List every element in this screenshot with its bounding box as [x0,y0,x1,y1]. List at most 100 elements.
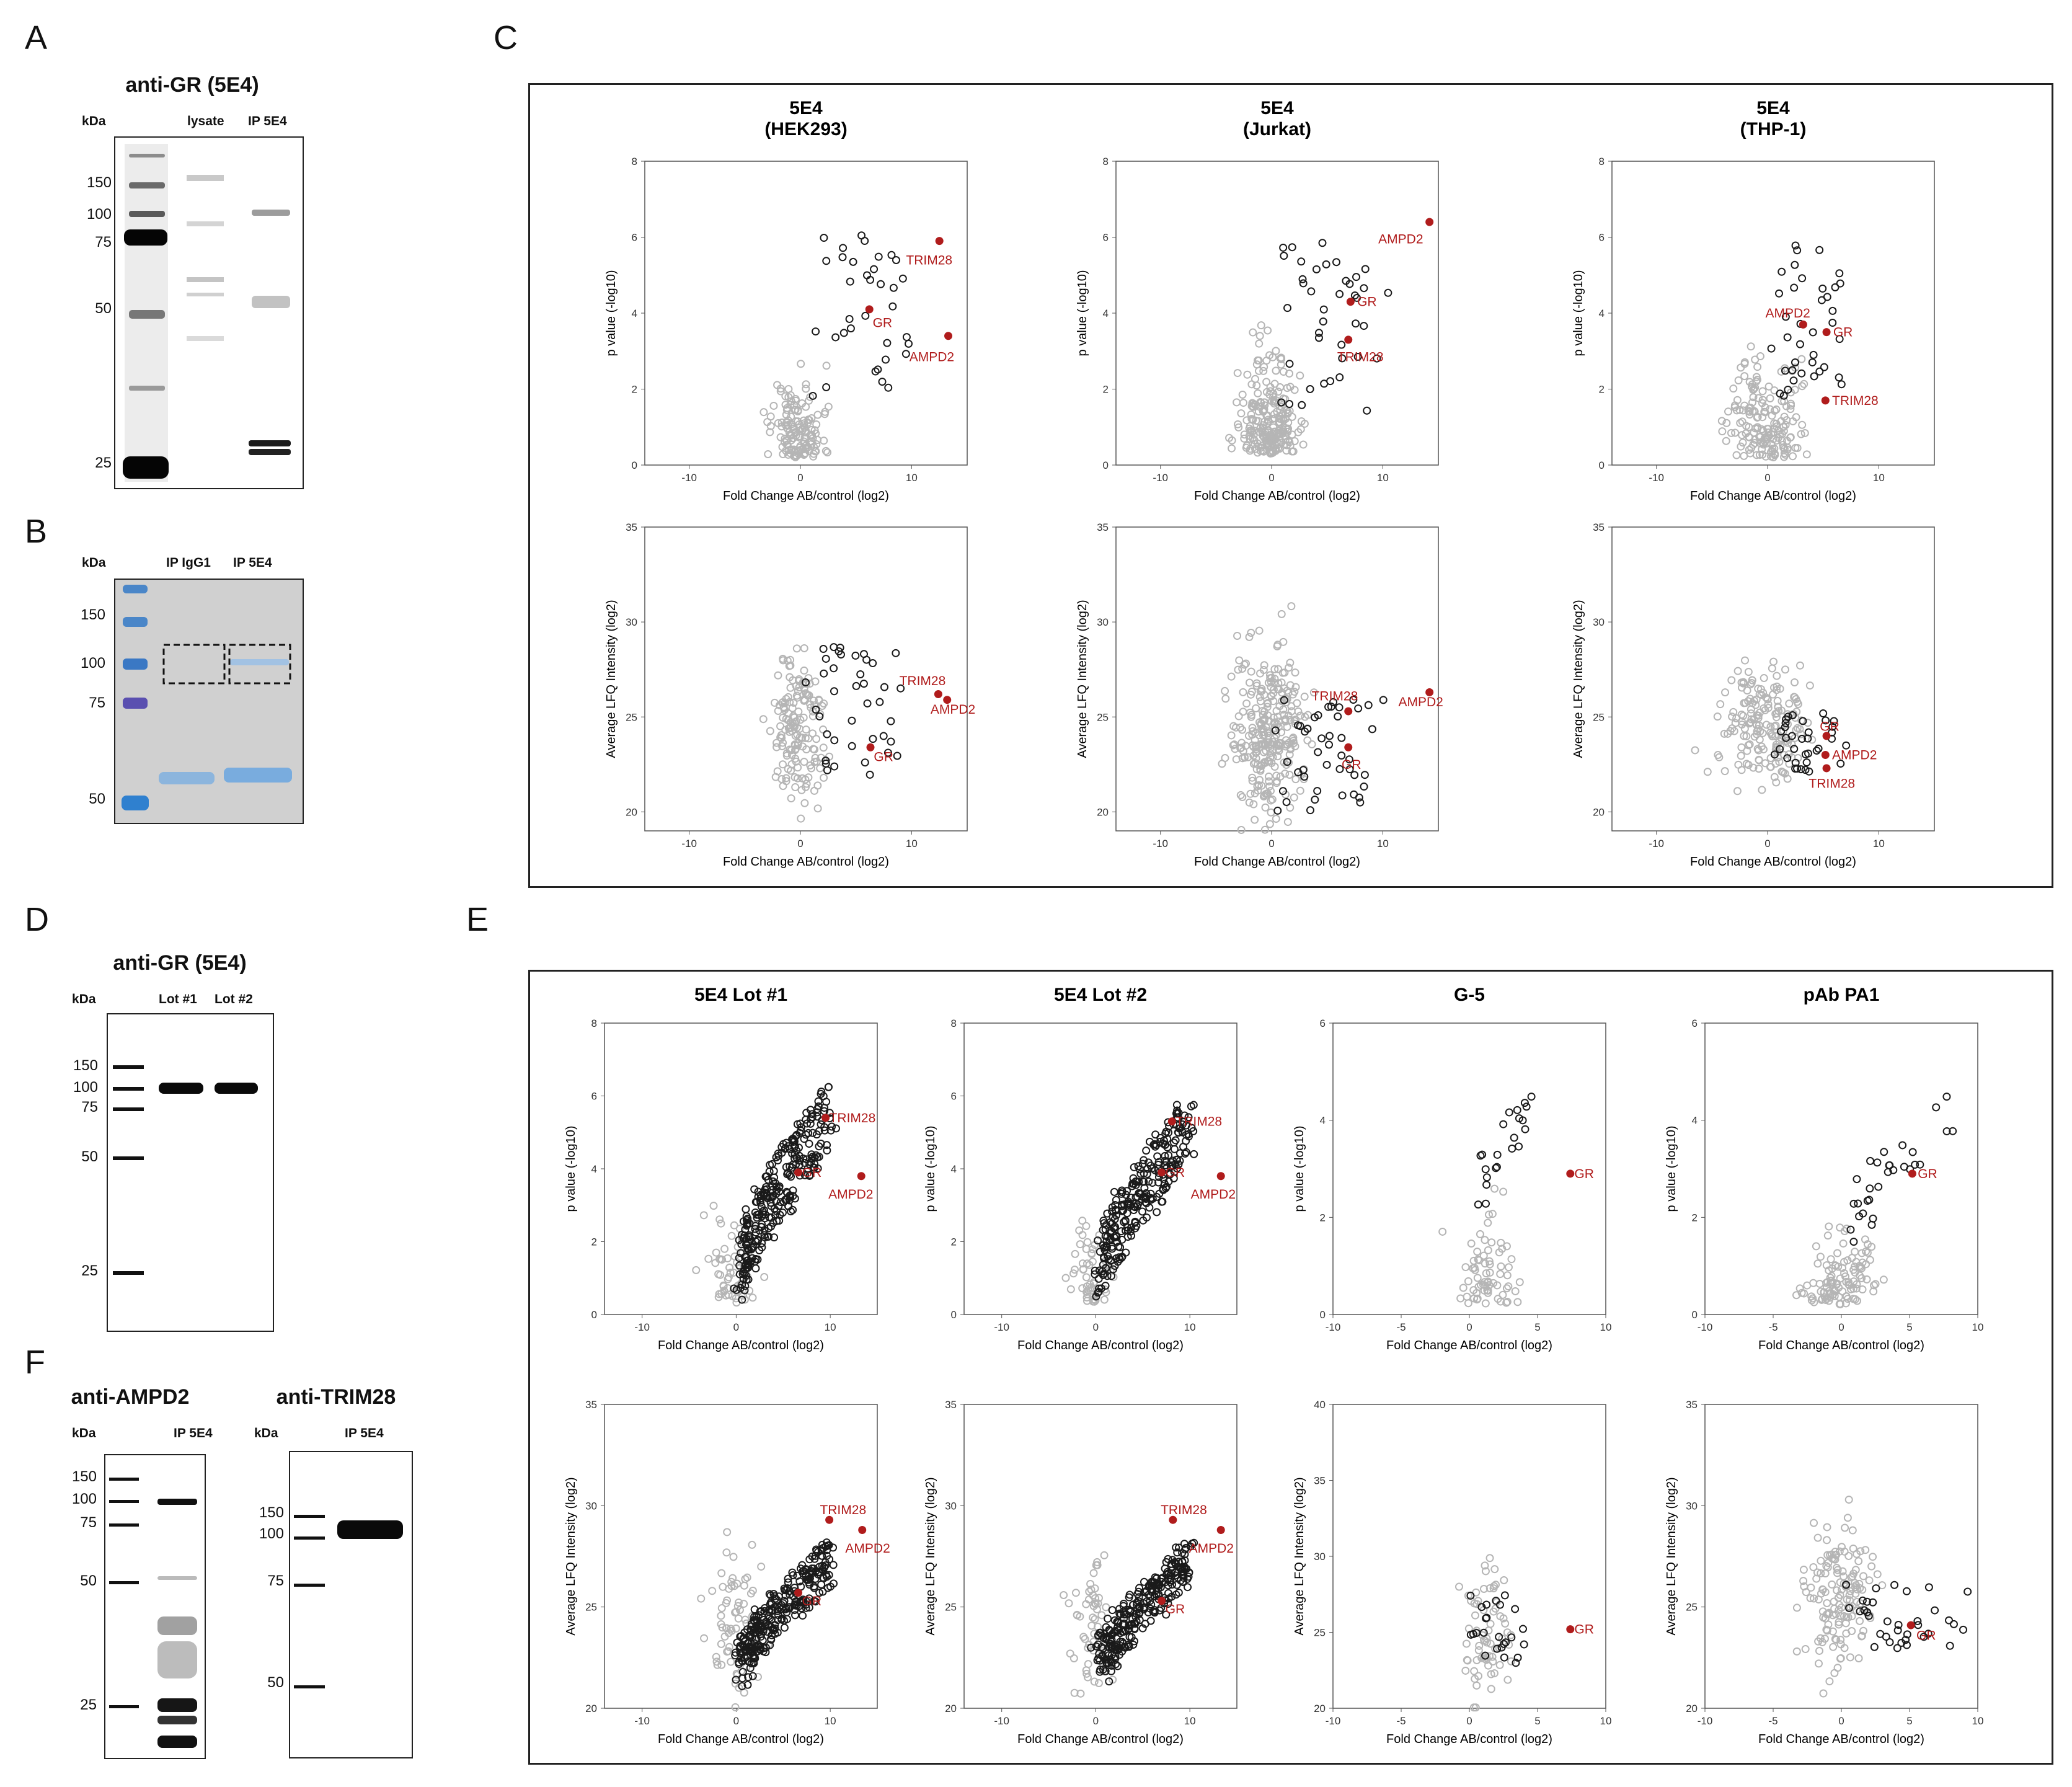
significant-point [897,684,905,693]
data-point [1857,1632,1866,1641]
data-point [800,758,808,766]
data-point [1233,398,1241,407]
significant-point [1140,1577,1148,1586]
significant-point [1103,1272,1112,1280]
y-tick-label: 8 [1599,156,1605,167]
data-point [1288,447,1296,456]
data-point [1236,791,1245,799]
x-tick-label: -5 [1396,1715,1406,1727]
significant-point [898,274,907,283]
highlight-point [857,1172,866,1181]
data-point [1822,1261,1831,1270]
data-point [1771,745,1780,754]
data-point [1071,1589,1080,1597]
significant-point [780,1623,789,1632]
data-point [713,1661,722,1669]
significant-point [1133,1600,1141,1609]
data-point [786,391,795,399]
data-point [1245,678,1254,687]
data-point [1273,641,1282,649]
y-axis-label: Average LFQ Intensity (log2) [564,1477,578,1635]
data-point [1274,679,1283,688]
data-point [1746,694,1755,703]
data-point [1247,410,1255,419]
data-point [766,422,775,430]
data-point [1862,1247,1871,1256]
data-point [794,707,803,716]
data-point [1241,753,1249,762]
significant-point [1883,1617,1892,1626]
significant-point [1104,1643,1113,1652]
y-tick-label: 8 [632,156,637,167]
data-point [1481,1567,1490,1576]
data-point [1260,758,1268,767]
data-point [770,698,779,707]
significant-point [811,1597,820,1606]
significant-point [800,1135,808,1143]
significant-point [791,1611,800,1620]
significant-point [1154,1178,1163,1187]
data-point [1817,1569,1825,1577]
significant-point [1505,1108,1513,1117]
data-point [1857,1264,1866,1272]
significant-point [1183,1574,1192,1583]
data-point [1237,825,1246,834]
significant-point [806,1119,815,1128]
data-point [1781,769,1789,778]
y-axis-label: Average LFQ Intensity (log2) [1076,600,1089,758]
data-point [1753,745,1762,753]
data-point [1290,793,1298,802]
significant-point [1102,1623,1110,1631]
y-tick-label: 6 [632,232,637,244]
data-point [799,742,807,751]
y-axis-label: p value (-log10) [1293,1126,1306,1212]
data-point [1277,353,1285,362]
data-point [1742,732,1751,740]
significant-point [817,1087,826,1096]
data-point [1239,707,1247,716]
significant-point [748,1633,756,1642]
data-point [1300,693,1309,701]
highlight-label: GR [1357,295,1377,309]
data-point [790,722,799,731]
data-point [1082,1288,1091,1297]
significant-point [1139,1192,1148,1201]
data-point [1268,446,1277,455]
data-point [1818,1585,1827,1594]
data-point [1781,665,1789,674]
y-tick-label: 6 [591,1091,597,1102]
significant-point [742,1261,750,1270]
data-point [741,1615,750,1624]
y-axis-label: Average LFQ Intensity (log2) [1293,1477,1306,1635]
data-point [1840,1612,1848,1621]
panel-d-lane-lot2: Lot #2 [215,992,253,1006]
data-point [809,745,818,753]
data-point [1737,442,1745,451]
y-tick-label: 20 [945,1703,957,1714]
data-point [1263,699,1272,708]
data-point [1744,406,1753,415]
data-point [792,396,800,405]
data-point [1833,1586,1841,1595]
significant-point [1167,1559,1175,1568]
significant-point [888,302,897,311]
significant-point [884,383,893,392]
data-point [1487,1685,1495,1693]
data-point [805,680,814,688]
data-point [1087,1249,1096,1258]
data-point [732,1624,740,1633]
highlight-label: GR [1574,1623,1594,1637]
data-point [1252,754,1260,763]
data-point [1829,1643,1838,1651]
data-point [1308,740,1316,748]
significant-point [851,651,860,660]
highlight-point [943,696,952,704]
significant-point [822,257,831,265]
significant-point [1161,1151,1169,1160]
significant-point [1361,265,1370,273]
highlight-label: GR [1833,326,1853,340]
data-point [1463,1292,1471,1301]
y-tick-label: 35 [626,521,637,533]
y-tick-label: 40 [1314,1399,1326,1411]
